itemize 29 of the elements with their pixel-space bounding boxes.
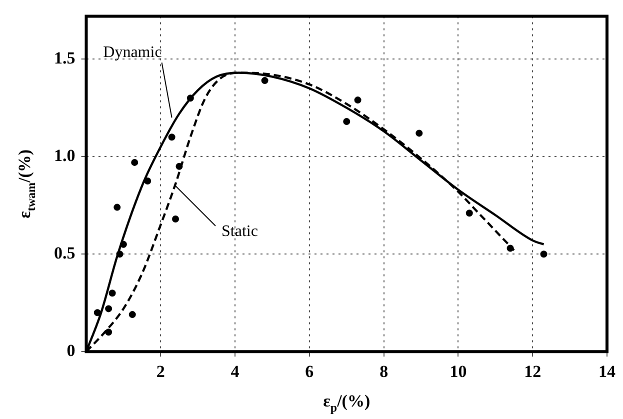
point	[105, 328, 112, 336]
x-tick-label: 10	[450, 362, 467, 382]
x-tick-label: 12	[524, 362, 542, 382]
annotation: Static	[222, 223, 258, 240]
point	[540, 250, 548, 258]
point	[261, 77, 268, 84]
x-tick-label: 8	[380, 362, 388, 382]
point	[343, 118, 350, 125]
point	[168, 134, 176, 141]
point	[128, 311, 136, 318]
y-axis-title: εtwam/(%)	[15, 149, 38, 218]
point	[172, 216, 180, 222]
y-tick-label: 0.5	[54, 243, 76, 262]
x-tick-label: 14	[598, 362, 616, 382]
point	[105, 305, 112, 312]
point	[94, 309, 101, 316]
point	[114, 204, 121, 211]
y-tick-label: 0	[66, 340, 76, 360]
point	[354, 96, 362, 104]
annotation: Dynamic	[103, 44, 162, 61]
y-tick-label: 1.5	[54, 48, 76, 68]
point	[466, 210, 473, 217]
x-tick-label: 2	[156, 362, 165, 382]
point	[416, 130, 423, 137]
point	[108, 290, 116, 297]
y-tick-label: 1.0	[54, 146, 76, 165]
x-tick-label: 6	[305, 362, 314, 382]
point	[131, 158, 138, 166]
x-tick-label: 4	[230, 362, 240, 382]
